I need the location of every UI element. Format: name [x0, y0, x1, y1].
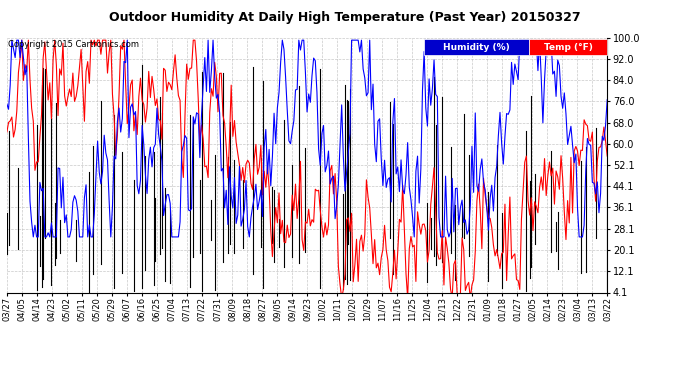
Bar: [424, 39, 529, 56]
Text: Outdoor Humidity At Daily High Temperature (Past Year) 20150327: Outdoor Humidity At Daily High Temperatu…: [109, 11, 581, 24]
Text: Humidity (%): Humidity (%): [443, 43, 510, 52]
Text: Copyright 2015 Cartronics.com: Copyright 2015 Cartronics.com: [8, 40, 139, 49]
Bar: [529, 39, 607, 56]
Text: Temp (°F): Temp (°F): [544, 43, 593, 52]
